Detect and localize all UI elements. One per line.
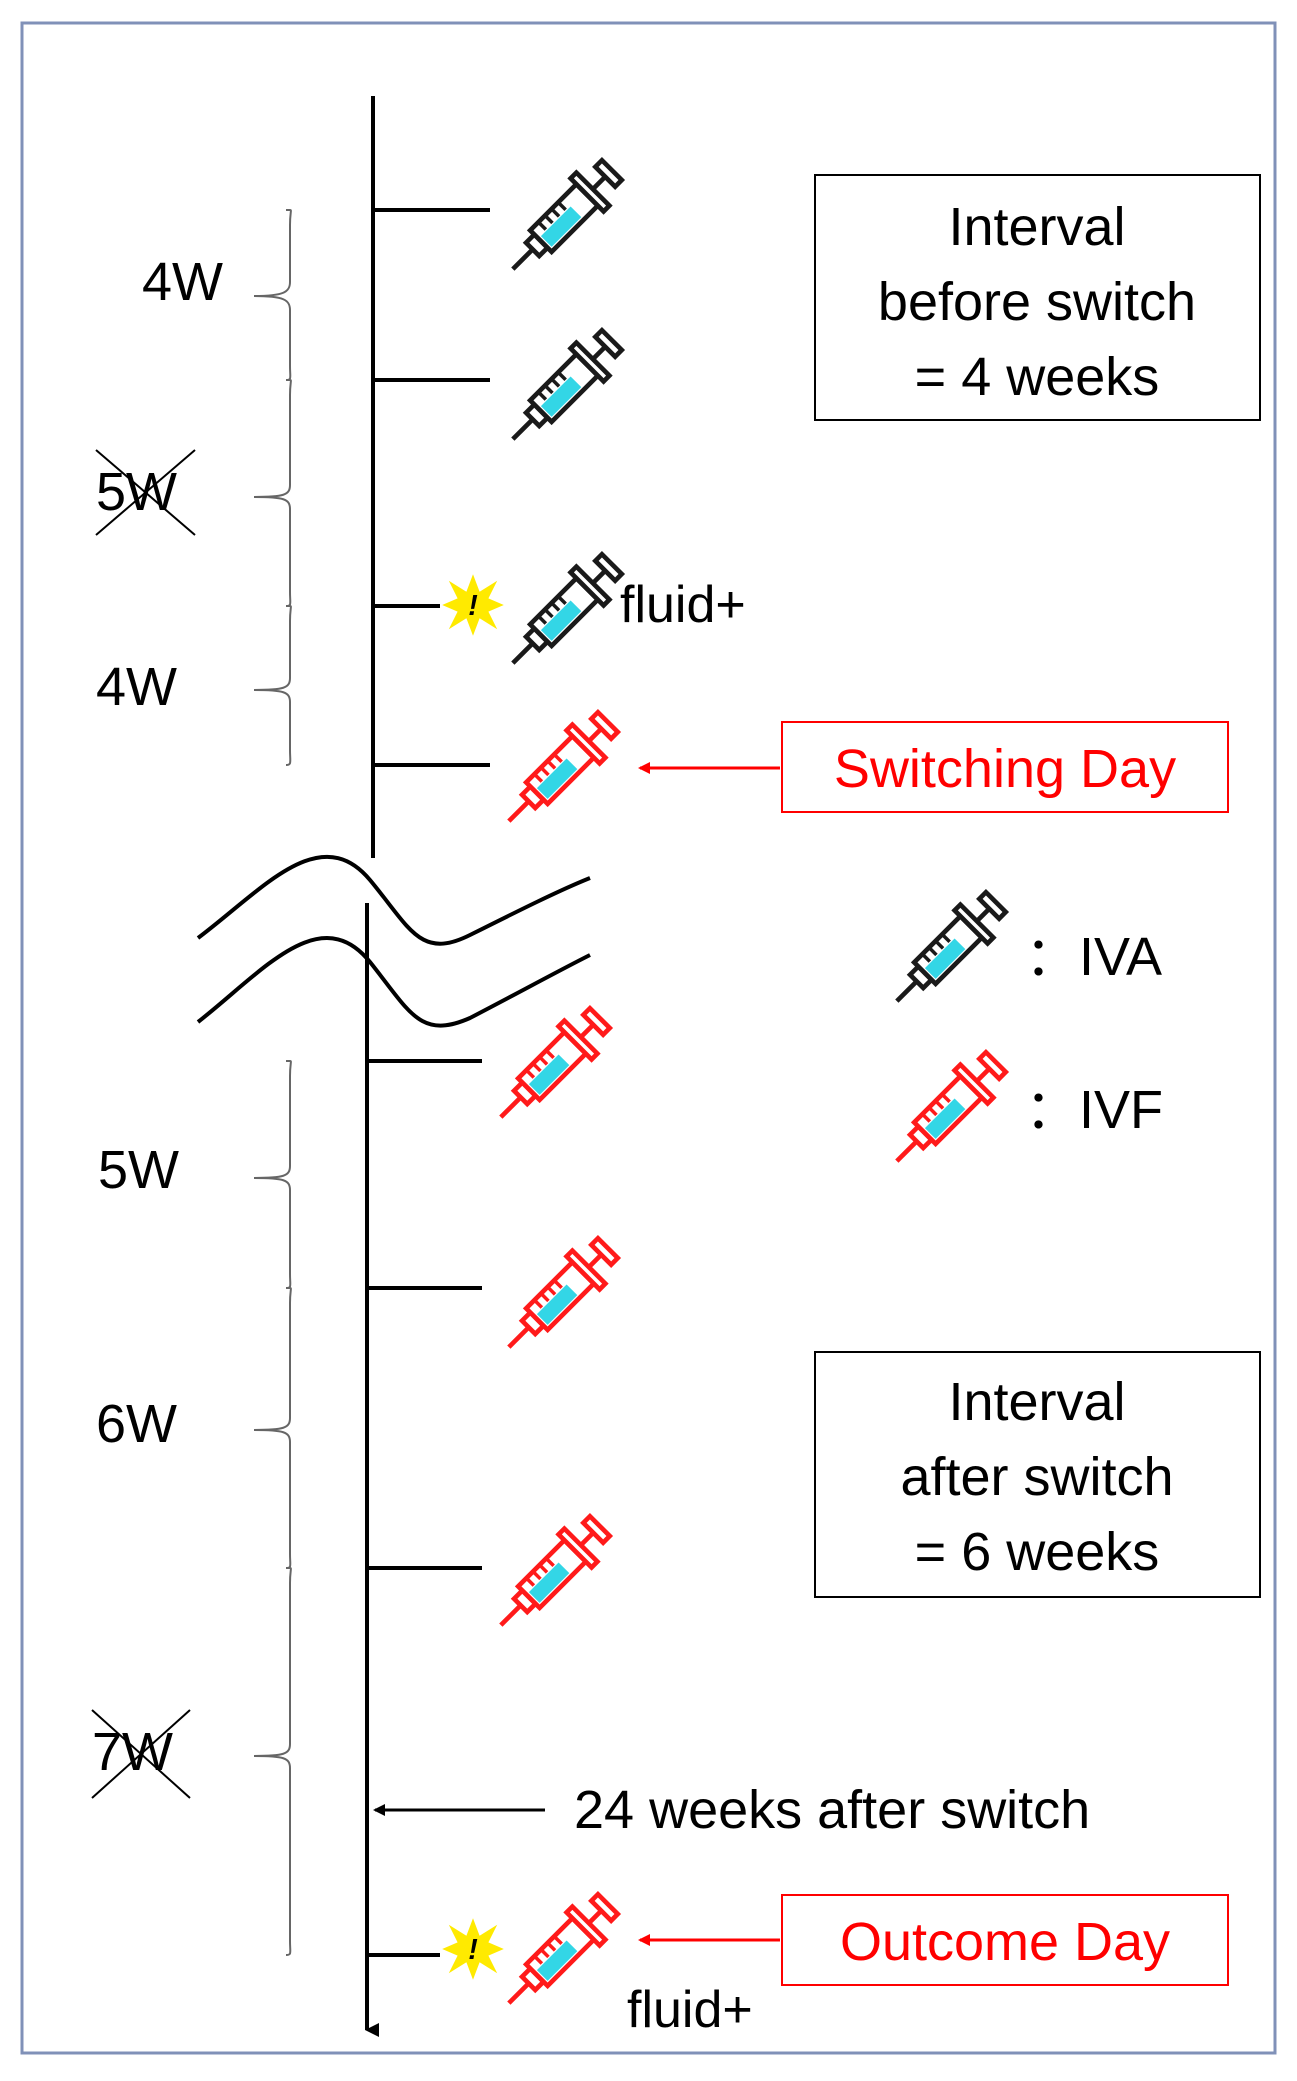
- box-before-line2: before switch: [878, 272, 1196, 332]
- break-wave-bottom: [196, 936, 591, 1028]
- legend-ivf-label: ：IVF: [1025, 1080, 1163, 1140]
- warning-starburst-icon: [442, 574, 504, 636]
- outcome-day-box: [781, 1894, 1229, 1986]
- strike-2b: [91, 1709, 191, 1799]
- interval-label-6: 7W: [92, 1722, 173, 1782]
- interval-label-4: 5W: [98, 1140, 179, 1200]
- switching-day-label: Switching Day: [834, 739, 1176, 799]
- box-after-line2: after switch: [900, 1447, 1173, 1507]
- strike-1b: [95, 449, 196, 536]
- interval-label-5: 6W: [96, 1394, 177, 1454]
- interval-label-2: 5W: [96, 462, 177, 522]
- interval-after-box: [814, 1351, 1261, 1598]
- box-after-line3: = 6 weeks: [915, 1522, 1160, 1582]
- brace-2: [253, 379, 292, 607]
- fluid-label-2: fluid+: [627, 1981, 753, 2039]
- brace-5: [253, 1287, 292, 1569]
- brace-6: [253, 1567, 292, 1956]
- box-before-line1: Interval: [948, 197, 1125, 257]
- warning-starburst-icon: [442, 1918, 504, 1980]
- fluid-label-1: fluid+: [620, 576, 746, 634]
- outcome-day-label: Outcome Day: [840, 1912, 1170, 1972]
- box-before-line3: = 4 weeks: [915, 347, 1160, 407]
- break-wave-top: [196, 855, 591, 946]
- switching-day-box: [781, 721, 1229, 813]
- weeks-after-label: 24 weeks after switch: [574, 1780, 1090, 1840]
- interval-before-box: [814, 174, 1261, 421]
- brace-4: [253, 1060, 292, 1289]
- box-after-line1: Interval: [948, 1372, 1125, 1432]
- interval-label-1: 4W: [142, 252, 223, 312]
- interval-label-3: 4W: [96, 657, 177, 717]
- legend-iva-label: ：IVA: [1025, 927, 1162, 987]
- brace-3: [253, 605, 292, 766]
- brace-1: [253, 209, 292, 381]
